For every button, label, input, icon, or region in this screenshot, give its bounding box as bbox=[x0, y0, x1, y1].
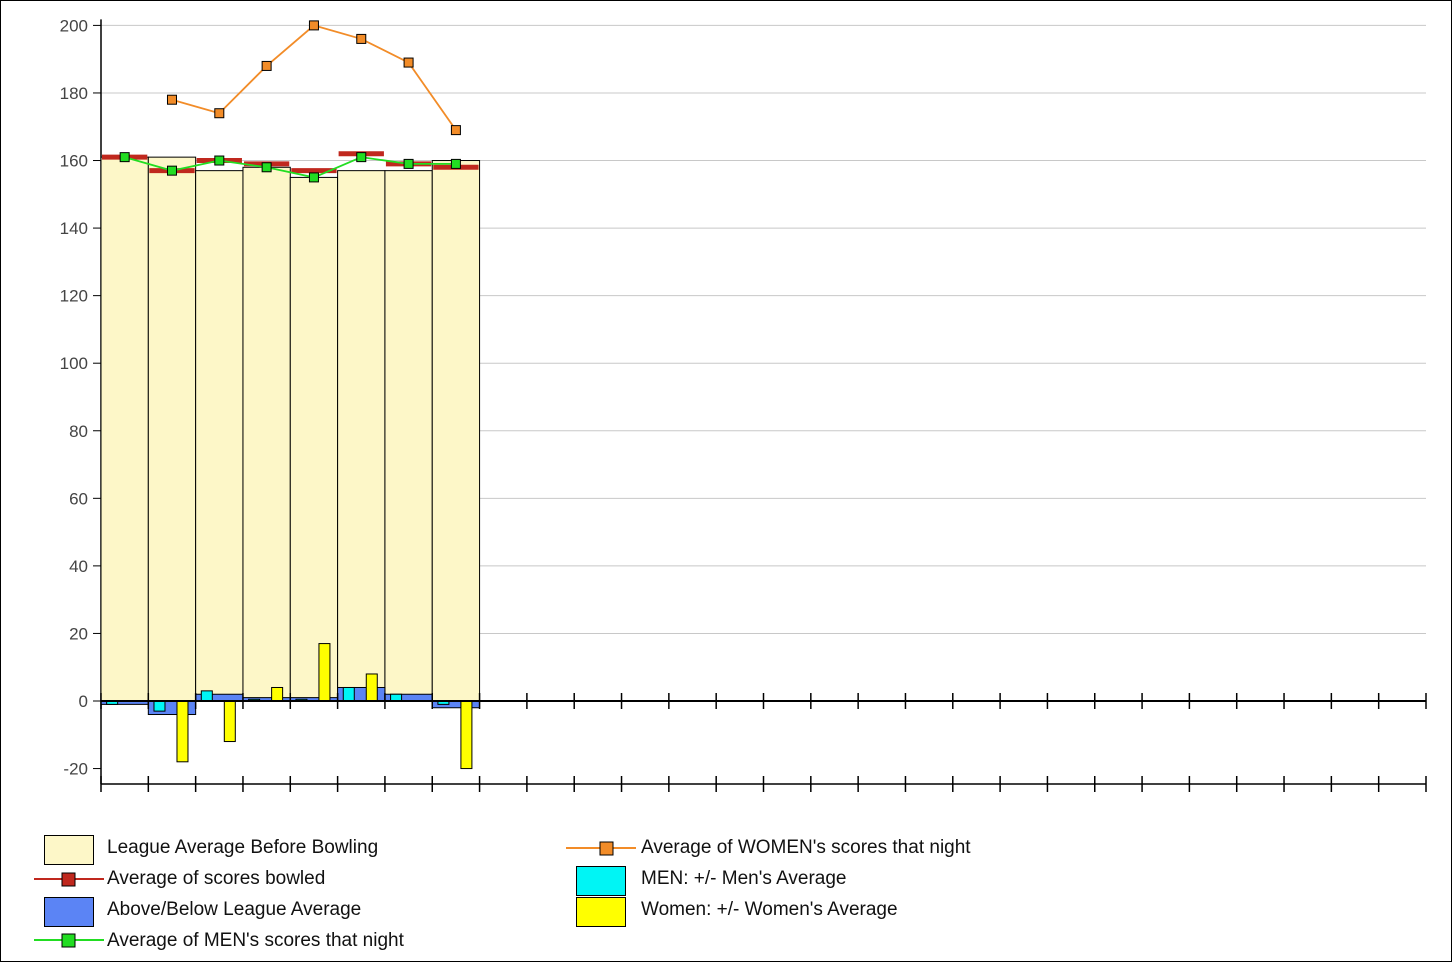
y-tick-label: 40 bbox=[69, 557, 88, 576]
men-pm-bar bbox=[200, 690, 213, 702]
y-tick-label: 140 bbox=[60, 219, 88, 238]
women-scores-point bbox=[261, 60, 272, 71]
legend-label-league-average: League Average Before Bowling bbox=[107, 837, 379, 858]
y-tick-label: -20 bbox=[63, 760, 88, 779]
y-tick-label: 60 bbox=[69, 489, 88, 508]
legend-label-men-scores: Average of MEN's scores that night bbox=[107, 930, 404, 951]
legend-label-women-pm: Women: +/- Women's Average bbox=[641, 899, 898, 920]
women-scores-point bbox=[450, 125, 461, 136]
league-average-bar bbox=[384, 170, 433, 702]
women-pm-bar bbox=[271, 686, 284, 702]
bowling-average-chart: -20020406080100120140160180200Week:12345… bbox=[60, 16, 1427, 792]
legend-swatch-above-below bbox=[44, 897, 94, 927]
legend-label-above-below: Above/Below League Average bbox=[107, 899, 362, 920]
women-pm-bar bbox=[365, 673, 378, 702]
y-tick-label: 20 bbox=[69, 624, 88, 643]
legend-label-men-pm: MEN: +/- Men's Average bbox=[641, 868, 847, 889]
legend-swatch-scores-bowled bbox=[34, 872, 104, 887]
y-tick-label: 120 bbox=[60, 287, 88, 306]
men-scores-point bbox=[450, 158, 461, 169]
women-pm-bar bbox=[318, 643, 331, 702]
men-pm-bar bbox=[342, 686, 355, 702]
y-tick-label: 100 bbox=[60, 354, 88, 373]
women-scores-point bbox=[308, 20, 319, 31]
women-pm-bar bbox=[223, 700, 236, 743]
men-scores-line bbox=[124, 156, 456, 179]
league-average-bar bbox=[242, 166, 291, 702]
women-pm-bar bbox=[460, 700, 473, 770]
y-tick-label: 160 bbox=[60, 152, 88, 171]
league-average-bar bbox=[431, 160, 481, 702]
men-scores-point bbox=[119, 152, 130, 163]
legend-label-women-scores: Average of WOMEN's scores that night bbox=[641, 837, 971, 858]
men-scores-point bbox=[166, 165, 177, 176]
women-scores-point bbox=[166, 94, 177, 105]
league-average-bar bbox=[289, 176, 339, 702]
legend-swatch-men-pm bbox=[576, 866, 626, 896]
men-scores-point bbox=[214, 155, 225, 166]
legend-label-scores-bowled: Average of scores bowled bbox=[107, 868, 326, 889]
men-scores-point bbox=[403, 158, 414, 169]
men-scores-point bbox=[356, 152, 367, 163]
y-tick-label: 80 bbox=[69, 422, 88, 441]
women-scores-point bbox=[356, 33, 367, 44]
legend-swatch-women-scores bbox=[566, 841, 636, 856]
legend-swatch-women-pm bbox=[576, 897, 626, 927]
league-average-bar bbox=[147, 156, 197, 702]
women-scores-point bbox=[403, 57, 414, 68]
women-scores-point bbox=[214, 108, 225, 119]
y-tick-label: 200 bbox=[60, 16, 88, 35]
men-pm-bar bbox=[390, 693, 403, 702]
legend-swatch-league-average bbox=[44, 835, 94, 865]
league-average-bar bbox=[337, 170, 386, 702]
league-average-bar bbox=[100, 156, 149, 702]
league-average-bar bbox=[195, 170, 244, 702]
women-pm-bar bbox=[176, 700, 189, 763]
men-scores-point bbox=[308, 172, 319, 183]
men-scores-point bbox=[261, 162, 272, 173]
legend-swatch-men-scores bbox=[34, 933, 104, 948]
y-tick-label: 180 bbox=[60, 84, 88, 103]
y-tick-label: 0 bbox=[79, 692, 88, 711]
men-pm-bar bbox=[153, 700, 166, 712]
